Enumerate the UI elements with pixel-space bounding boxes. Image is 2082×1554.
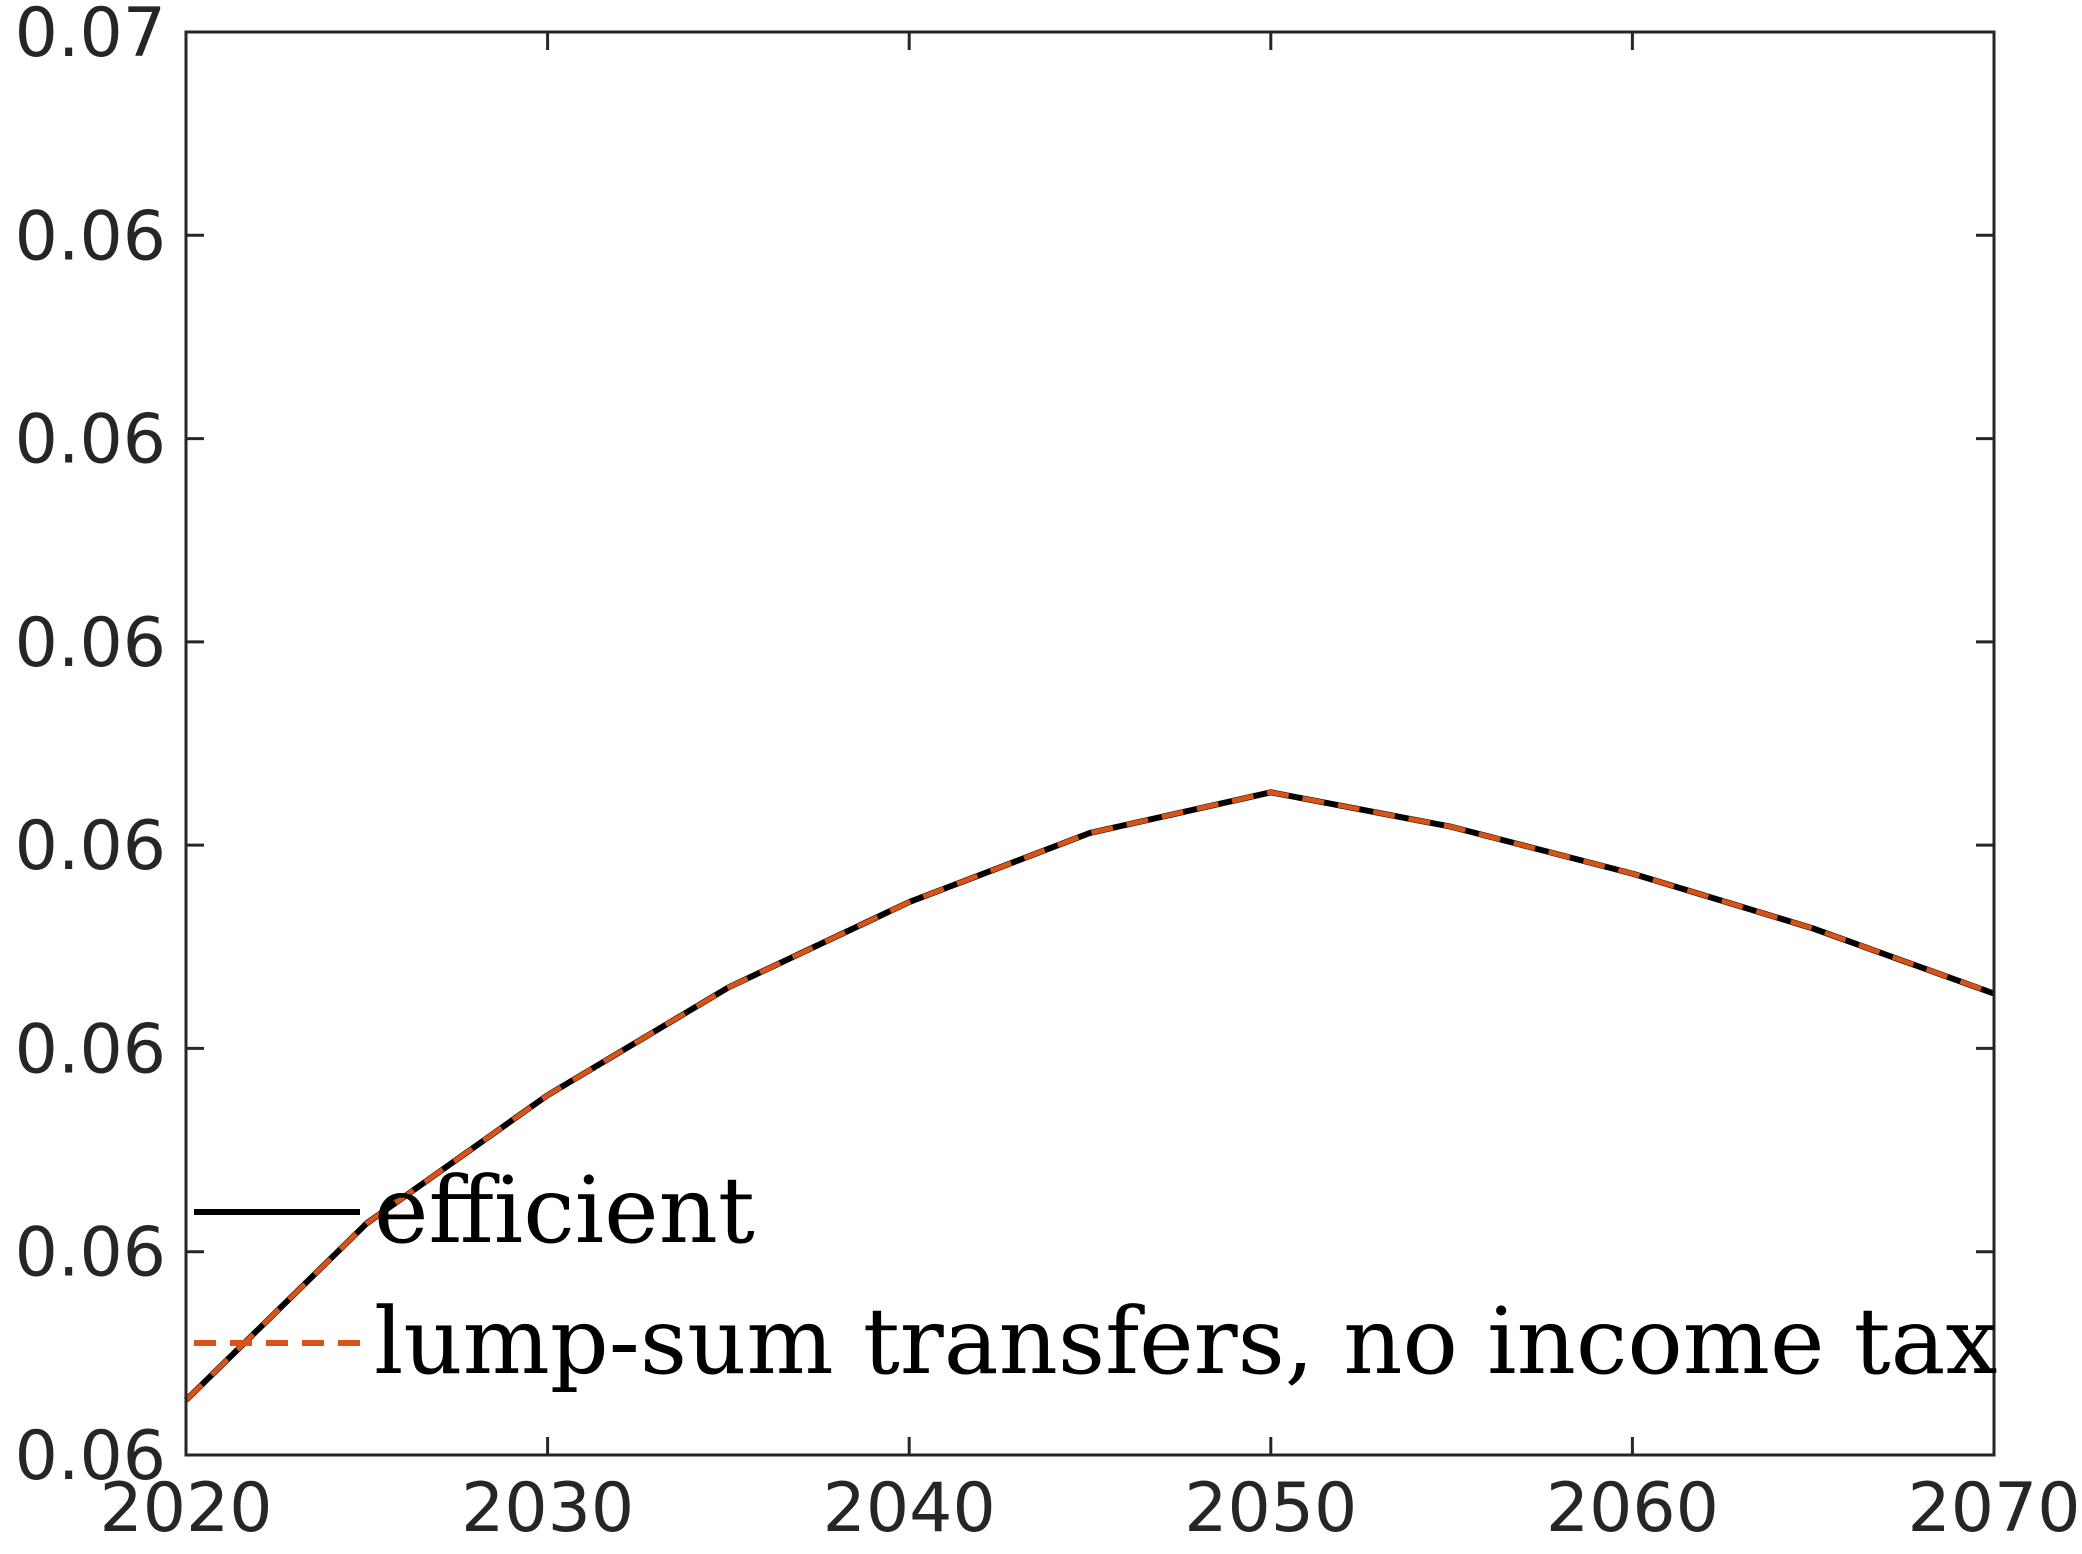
- series-line-1: [184, 789, 1995, 1402]
- x-tick-label: 2070: [1907, 1469, 2080, 1548]
- x-tick-label: 2040: [823, 1469, 996, 1548]
- y-tick-label: 0.06: [15, 1417, 166, 1496]
- x-tick-labels: 2020 2030 2040 2050 2060 2070: [99, 1469, 2080, 1548]
- legend: efficient lump-sum transfers, no income t…: [194, 1157, 1997, 1395]
- y-tick-labels: 0.06 0.06 0.06 0.06 0.06 0.06 0.06 0.07: [15, 0, 166, 1496]
- legend-label-0: efficient: [374, 1157, 755, 1264]
- y-tick-label: 0.06: [15, 807, 166, 886]
- y-tick-label: 0.06: [15, 1214, 166, 1293]
- legend-label-1: lump-sum transfers, no income tax: [374, 1288, 1997, 1395]
- plot-area: [186, 32, 1994, 1455]
- y-tick-label: 0.06: [15, 1010, 166, 1089]
- x-tick-label: 2020: [99, 1469, 272, 1548]
- x-tick-label: 2060: [1546, 1469, 1719, 1548]
- x-tick-label: 2050: [1184, 1469, 1357, 1548]
- x-tick-label: 2030: [461, 1469, 634, 1548]
- plot-frame: [184, 30, 1996, 1457]
- y-tick-label: 0.06: [15, 604, 166, 683]
- y-tick-label: 0.06: [15, 197, 166, 276]
- series-group: [183, 789, 1996, 1403]
- y-tick-label: 0.06: [15, 401, 166, 480]
- y-tick-label: 0.07: [15, 0, 166, 73]
